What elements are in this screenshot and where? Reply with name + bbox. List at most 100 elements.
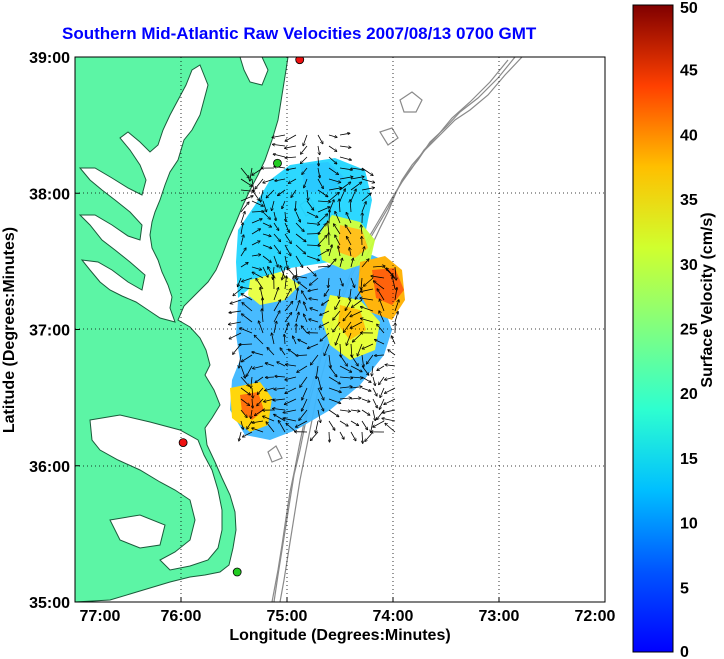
velocity-arrow <box>285 134 297 141</box>
velocity-arrow <box>339 398 351 399</box>
velocity-arrow <box>350 387 362 388</box>
velocity-arrow <box>267 348 275 356</box>
velocity-arrow <box>351 343 352 357</box>
velocity-arrow <box>329 210 330 224</box>
delaware-bay <box>239 57 269 86</box>
velocity-arrow <box>350 177 364 180</box>
x-tick-label: 76:00 <box>161 608 202 625</box>
velocity-arrow <box>317 167 320 178</box>
velocity-arrow <box>284 276 287 290</box>
station-marker <box>178 438 188 447</box>
velocity-arrow <box>229 310 242 313</box>
velocity-arrow <box>293 277 297 290</box>
velocity-arrow <box>240 365 245 378</box>
velocity-arrow <box>335 235 341 246</box>
velocity-arrow <box>293 336 297 345</box>
velocity-arrow <box>295 222 304 231</box>
velocity-arrow <box>302 398 308 411</box>
velocity-arrow <box>279 421 286 433</box>
velocity-arrow <box>265 387 275 391</box>
station-marker <box>273 158 282 168</box>
velocity-arrow <box>252 387 253 398</box>
velocity-arrow <box>350 377 363 378</box>
velocity-arrow <box>239 344 253 345</box>
velocity-arrow <box>306 234 320 235</box>
velocity-arrow <box>394 312 398 323</box>
velocity-arrow <box>285 398 297 404</box>
velocity-arrow <box>317 189 328 197</box>
velocity-arrow <box>365 431 374 441</box>
grid-lines <box>75 57 605 602</box>
velocity-arrow <box>304 302 308 312</box>
velocity-arrow <box>251 255 260 256</box>
velocity-arrow <box>328 277 329 287</box>
velocity-arrow <box>380 387 385 397</box>
velocity-arrow <box>273 211 276 220</box>
velocity-arrow <box>295 276 308 279</box>
velocity-arrow <box>345 225 352 235</box>
velocity-arrow <box>242 277 253 282</box>
velocity-arrow <box>361 365 369 375</box>
velocity-arrow <box>257 398 264 406</box>
velocity-arrow <box>308 288 319 291</box>
velocity-arrow <box>372 409 375 420</box>
velocity-arrow <box>284 233 291 243</box>
velocity-arrow <box>339 354 347 366</box>
y-tick-label: 35:00 <box>29 595 70 612</box>
velocity-arrow <box>284 244 291 255</box>
velocity-arrow <box>247 420 253 429</box>
velocity-arrow <box>240 420 243 429</box>
velocity-arrow <box>328 365 337 377</box>
velocity-arrow <box>306 266 316 276</box>
x-tick-labels: 77:00 76:00 75:00 74:00 73:00 72:00 <box>74 597 616 625</box>
velocity-arrow <box>352 299 363 307</box>
velocity-arrow <box>295 313 299 323</box>
velocity-arrow <box>285 145 297 148</box>
velocity-arrow <box>328 398 340 403</box>
velocity-arrow <box>282 200 286 208</box>
velocity-arrows <box>229 133 399 443</box>
velocity-arrow <box>379 311 385 323</box>
velocity-arrow <box>383 409 396 413</box>
velocity-arrow <box>230 332 242 339</box>
velocity-arrow <box>317 409 321 422</box>
velocity-arrow <box>339 431 344 439</box>
velocity-arrow <box>302 167 308 174</box>
velocity-arrow <box>338 246 341 257</box>
station-marker <box>232 567 242 577</box>
velocity-arrow <box>361 354 364 367</box>
velocity-arrow <box>262 211 270 219</box>
velocity-arrow <box>350 189 356 202</box>
velocity-arrow <box>262 266 268 277</box>
velocity-arrow <box>263 178 275 183</box>
velocity-arrow <box>350 288 351 300</box>
velocity-arrow <box>335 299 341 309</box>
map-title: Southern Mid-Atlantic Raw Velocities 200… <box>62 24 537 43</box>
velocity-arrow <box>262 233 271 236</box>
colorbar-tick-label: 0 <box>680 644 689 659</box>
velocity-arrow <box>231 299 242 304</box>
velocity-arrow <box>240 196 253 202</box>
velocity-arrow <box>361 247 364 257</box>
velocity-arrow <box>280 266 286 279</box>
velocity-arrow <box>363 343 374 349</box>
velocity-arrow <box>286 365 297 367</box>
velocity-arrow <box>362 431 363 443</box>
velocity-arrow <box>317 214 327 224</box>
velocity-arrow <box>239 354 242 368</box>
velocity-arrow <box>328 420 335 430</box>
colorbar-tick-label: 50 <box>680 0 698 17</box>
velocity-arrow <box>262 200 266 212</box>
velocity-arrow <box>310 277 319 285</box>
velocity-arrow <box>246 365 253 376</box>
velocity-arrow <box>278 189 286 196</box>
velocity-arrow <box>361 387 371 391</box>
velocity-arrow <box>240 398 249 405</box>
velocity-arrow <box>262 244 272 248</box>
velocity-arrow <box>364 277 374 286</box>
velocity-arrow <box>350 431 356 440</box>
velocity-arrow <box>264 398 275 402</box>
velocity-arrow <box>394 300 399 312</box>
velocity-arrow <box>361 259 369 268</box>
colorbar-tick-label: 20 <box>680 386 698 403</box>
